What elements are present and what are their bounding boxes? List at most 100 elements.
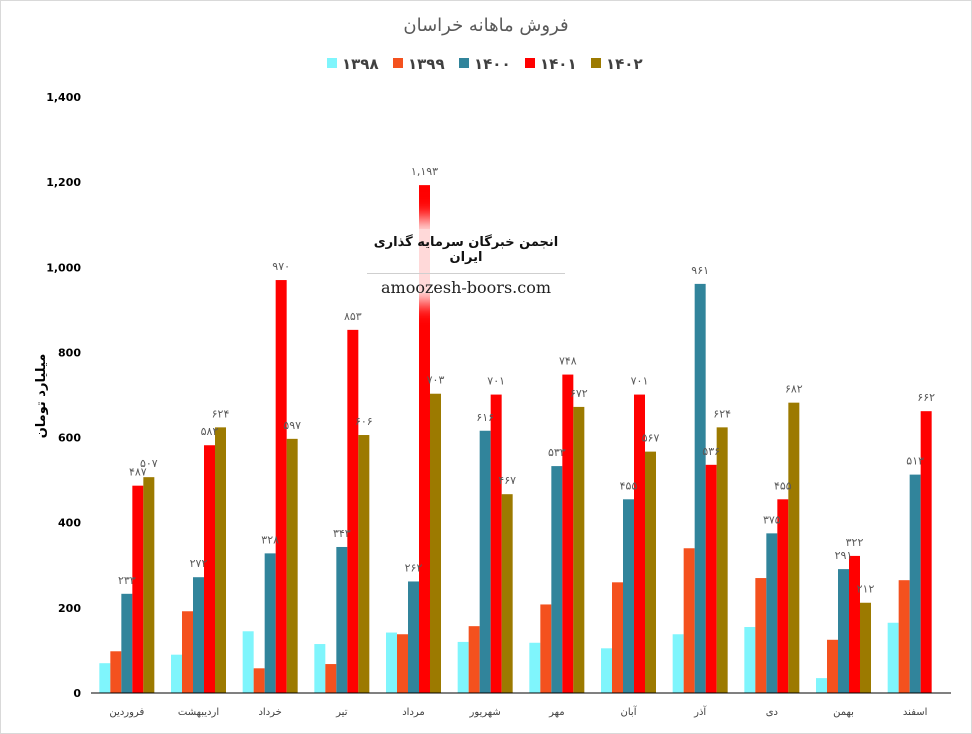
data-label-1400-7: ۵۳۳ xyxy=(548,446,566,459)
bar-1400-7 xyxy=(551,466,563,693)
x-tick-label: شهریور xyxy=(469,707,501,718)
data-label-1401-4: ۸۵۳ xyxy=(344,310,362,323)
y-tick-label: 600 xyxy=(58,432,81,445)
data-label-1401-8: ۷۰۱ xyxy=(631,375,649,388)
data-label-1402-11: ۲۱۲ xyxy=(857,583,875,596)
x-tick-label: مرداد xyxy=(402,707,425,718)
data-label-1402-7: ۶۷۲ xyxy=(570,387,588,400)
x-tick-label: بهمن xyxy=(833,707,854,718)
legend-label-1399: ۱۳۹۹ xyxy=(408,55,445,73)
x-tick-label: فروردین xyxy=(109,707,144,718)
bar-1400-2 xyxy=(193,577,204,693)
x-tick-label: آذر xyxy=(693,705,707,718)
legend-swatch-1398 xyxy=(327,58,337,68)
x-tick-label: مهر xyxy=(548,707,564,718)
y-axis-label: میلیارد تومان xyxy=(34,354,49,439)
x-axis-ticks: فروردین اردیبهشت خرداد تیر مرداد شهریور مهر آبا… xyxy=(109,705,927,718)
bar-1402-8 xyxy=(645,451,656,693)
data-label-1402-4: ۶۰۶ xyxy=(355,415,373,428)
watermark: انجمن خبرگان سرمایه گذاری ایران amoozesh… xyxy=(361,229,571,297)
bar-1398-7 xyxy=(529,642,541,693)
bar-1402-3 xyxy=(286,438,298,693)
data-label-1400-6: ۶۱۶ xyxy=(476,411,494,424)
data-label-1402-3: ۵۹۷ xyxy=(283,419,301,432)
legend-swatch-1400 xyxy=(459,58,469,68)
bar-1398-2 xyxy=(171,654,182,693)
data-label-1400-8: ۴۵۵ xyxy=(620,479,638,492)
legend-label-1400: ۱۴۰۰ xyxy=(474,55,511,73)
data-label-1402-9: ۶۲۴ xyxy=(713,407,731,420)
bar-1401-1 xyxy=(132,485,144,693)
chart-title: فروش ماهانه خراسان xyxy=(403,15,568,36)
legend-label-1398: ۱۳۹۸ xyxy=(342,55,379,73)
watermark-org-name: انجمن خبرگان سرمایه گذاری ایران xyxy=(373,235,559,265)
bar-1398-10 xyxy=(744,627,756,693)
data-label-1400-12: ۵۱۳ xyxy=(906,455,924,468)
bar-1400-11 xyxy=(838,569,849,693)
legend-swatch-1401 xyxy=(525,58,535,68)
bar-1399-8 xyxy=(612,582,623,693)
bar-1402-9 xyxy=(716,427,728,693)
legend-swatch-1402 xyxy=(591,58,601,68)
bar-1402-2 xyxy=(215,427,226,693)
y-tick-label: 800 xyxy=(58,346,81,359)
y-tick-label: 400 xyxy=(58,517,81,530)
bar-1398-5 xyxy=(386,632,397,693)
bar-1401-5 xyxy=(419,185,430,693)
bar-1398-11 xyxy=(816,678,827,693)
data-label-1401-1: ۴۸۷ xyxy=(129,466,147,479)
bar-1402-6 xyxy=(501,494,513,693)
bar-1399-2 xyxy=(182,611,193,693)
legend-swatch-1399 xyxy=(393,58,403,68)
bar-1399-1 xyxy=(110,651,122,693)
data-label-1402-8: ۵۶۷ xyxy=(642,432,660,445)
data-label-1400-11: ۲۹۱ xyxy=(835,549,853,562)
bar-1401-10 xyxy=(777,499,789,693)
bar-1398-8 xyxy=(601,648,612,693)
y-tick-label: 1,000 xyxy=(46,261,81,274)
bar-1400-5 xyxy=(408,581,419,693)
bar-1398-6 xyxy=(457,641,469,693)
bar-1401-11 xyxy=(849,555,860,693)
bar-1400-6 xyxy=(479,430,491,693)
bar-1401-9 xyxy=(705,464,717,693)
legend-label-1402: ۱۴۰۲ xyxy=(606,55,643,73)
data-label-1400-4: ۳۴۳ xyxy=(333,527,351,540)
x-tick-label: اردیبهشت xyxy=(178,707,219,718)
data-label-1401-3: ۹۷۰ xyxy=(272,260,290,273)
bar-1401-8 xyxy=(634,394,645,693)
y-tick-label: 1,400 xyxy=(46,91,81,104)
bar-1400-8 xyxy=(623,499,634,693)
x-tick-label: آبان xyxy=(621,705,638,718)
bar-1401-3 xyxy=(275,280,287,693)
bar-1401-7 xyxy=(562,374,574,693)
bar-1401-4 xyxy=(347,329,359,693)
bar-1402-7 xyxy=(573,406,585,693)
data-label-1400-1: ۲۳۳ xyxy=(118,574,136,587)
bar-1402-11 xyxy=(860,602,871,693)
x-tick-label: دی xyxy=(766,707,778,718)
data-label-1401-11: ۳۲۲ xyxy=(846,536,864,549)
bar-1401-12 xyxy=(920,411,932,693)
bar-1401-2 xyxy=(204,445,215,693)
bar-1398-12 xyxy=(887,622,899,693)
bar-1400-10 xyxy=(766,533,778,693)
y-tick-label: 200 xyxy=(58,602,81,615)
bar-1401-6 xyxy=(490,394,502,693)
data-label-1400-9: ۹۶۱ xyxy=(691,264,709,277)
bar-1399-12 xyxy=(898,580,910,693)
data-label-1401-7: ۷۴۸ xyxy=(559,355,577,368)
bar-1400-4 xyxy=(336,546,348,693)
data-label-1401-9: ۵۳۶ xyxy=(702,445,720,458)
data-label-1402-1: ۵۰۷ xyxy=(140,457,158,470)
x-tick-label: اسفند xyxy=(903,707,927,718)
data-label-1401-6: ۷۰۱ xyxy=(487,375,505,388)
bar-1399-3 xyxy=(253,668,265,693)
y-tick-label: 0 xyxy=(73,687,81,700)
data-label-1400-10: ۳۷۵ xyxy=(763,513,781,526)
data-label-1400-2: ۲۷۲ xyxy=(190,557,208,570)
data-label-1402-10: ۶۸۲ xyxy=(785,383,803,396)
